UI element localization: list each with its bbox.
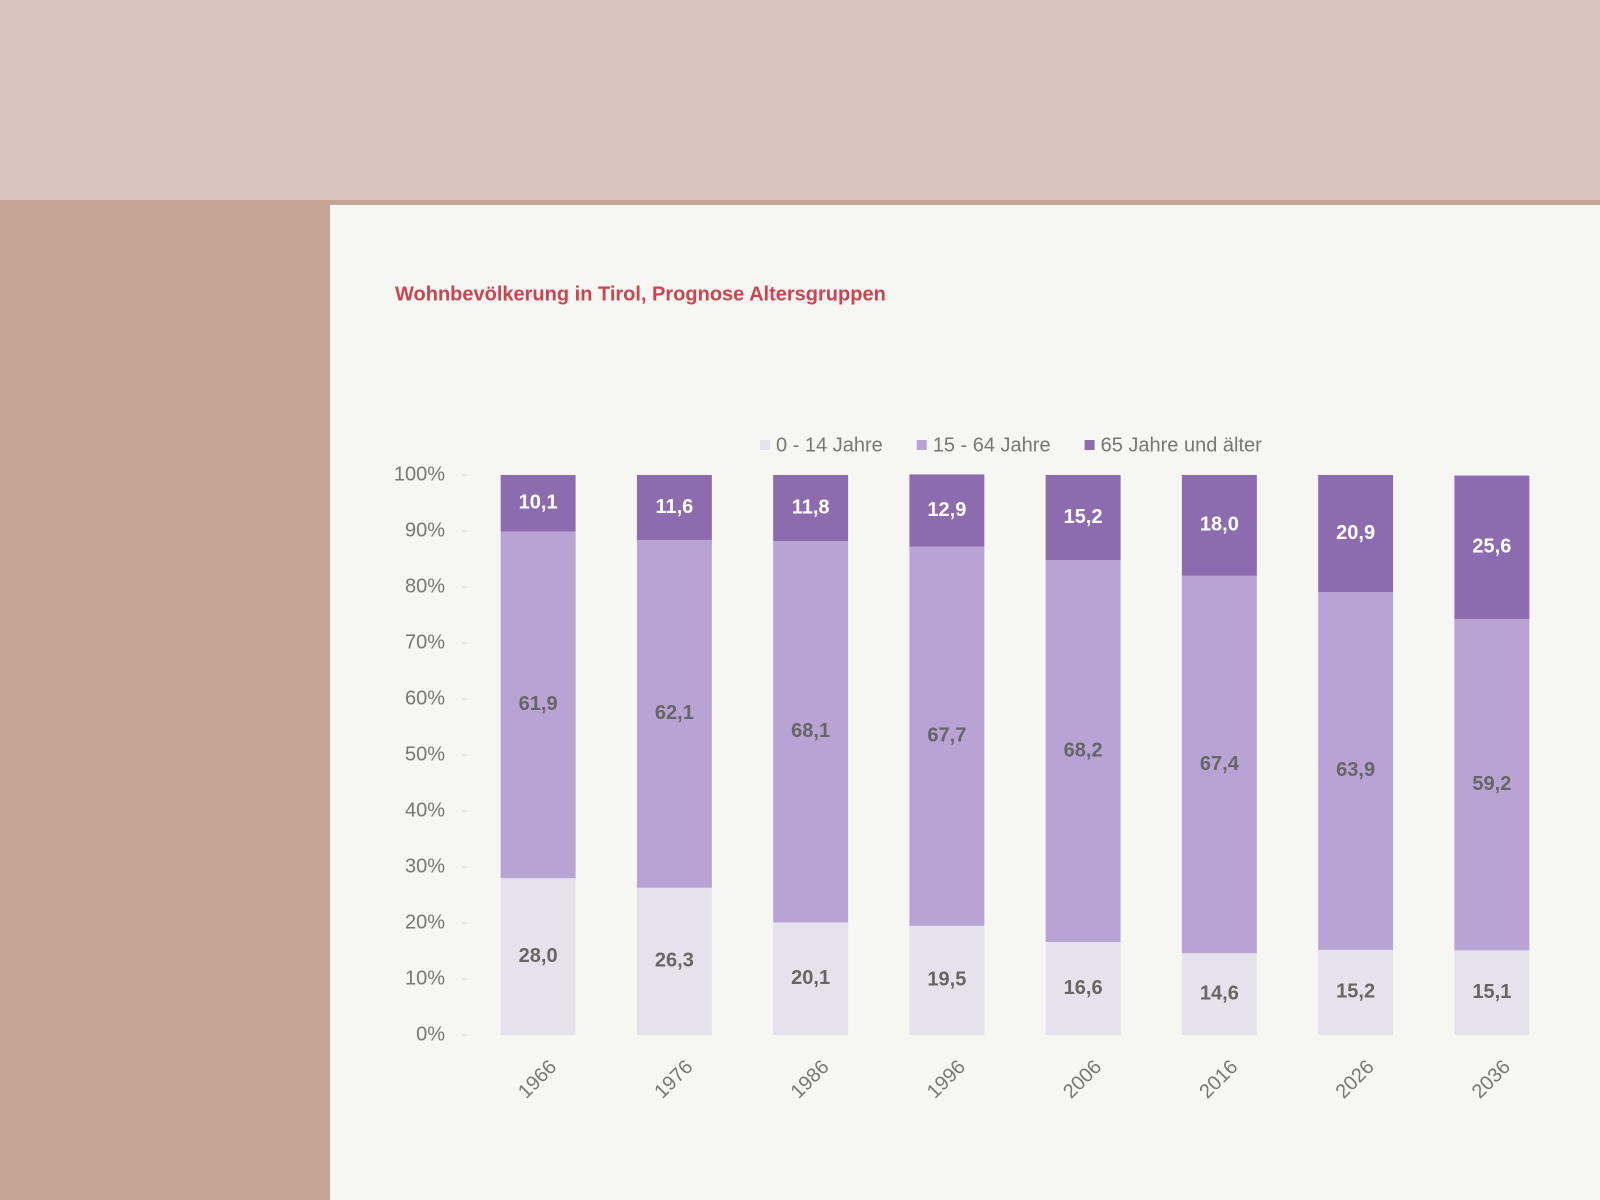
- y-tick-label: 80%: [405, 575, 445, 597]
- data-label: 68,2: [1064, 739, 1103, 761]
- bar-segment: [1454, 475, 1530, 619]
- y-tick-label: 40%: [405, 799, 445, 821]
- bar-segment: [500, 475, 576, 532]
- legend-label: 65 Jahre und älter: [1101, 434, 1263, 456]
- bar-segment: [1045, 942, 1121, 1035]
- bar-segment: [1454, 950, 1530, 1035]
- data-label: 19,5: [927, 969, 966, 991]
- bar-segment: [1181, 953, 1257, 1035]
- bar-segment: [636, 887, 712, 1035]
- y-tick-label: 20%: [405, 911, 445, 933]
- bar-segment: [1318, 949, 1394, 1035]
- bar-segment: [773, 922, 849, 1035]
- data-label: 10,1: [519, 492, 558, 514]
- legend-label: 15 - 64 Jahre: [933, 434, 1051, 456]
- data-label: 12,9: [927, 499, 966, 521]
- data-label: 61,9: [519, 693, 558, 715]
- y-tick-label: 30%: [405, 855, 445, 877]
- y-tick-label: 100%: [394, 463, 445, 485]
- y-tick-label: 60%: [405, 687, 445, 709]
- bar-segment: [773, 541, 849, 923]
- y-tick-label: 50%: [405, 743, 445, 765]
- data-label: 18,0: [1200, 514, 1239, 536]
- data-label: 20,1: [791, 967, 830, 989]
- bar-segment: [1181, 575, 1257, 954]
- data-label: 67,7: [927, 725, 966, 747]
- bar-segment: [909, 474, 985, 547]
- bar-segment: [636, 475, 712, 540]
- data-label: 16,6: [1064, 977, 1103, 999]
- legend-label: 0 - 14 Jahre: [776, 434, 883, 456]
- data-label: 62,1: [655, 702, 694, 724]
- bar-segment: [500, 531, 576, 879]
- bar-segment: [636, 539, 712, 888]
- bar-segment: [1318, 592, 1394, 950]
- chart-title: Wohnbevölkerung in Tirol, Prognose Alter…: [395, 283, 886, 305]
- bar-segment: [1318, 475, 1394, 593]
- data-label: 15,2: [1336, 981, 1375, 1003]
- bar-segment: [773, 475, 849, 542]
- data-label: 28,0: [519, 945, 558, 967]
- y-tick-label: 10%: [405, 967, 445, 989]
- data-label: 15,1: [1472, 981, 1511, 1003]
- y-tick-label: 0%: [416, 1023, 445, 1045]
- bar-segment: [500, 878, 576, 1035]
- bar-segment: [1045, 560, 1121, 943]
- ceiling: [0, 0, 1600, 200]
- data-label: 15,2: [1064, 506, 1103, 528]
- data-label: 11,8: [792, 496, 830, 518]
- data-label: 63,9: [1336, 759, 1375, 781]
- legend-swatch: [760, 440, 770, 450]
- y-tick-label: 90%: [405, 519, 445, 541]
- data-label: 67,4: [1200, 753, 1240, 775]
- bar-segment: [909, 546, 985, 926]
- bar-segment: [1181, 475, 1257, 576]
- legend-swatch: [916, 440, 927, 450]
- data-label: 25,6: [1472, 536, 1511, 558]
- data-label: 14,6: [1200, 982, 1239, 1004]
- bar-segment: [909, 925, 985, 1035]
- data-label: 59,2: [1472, 773, 1511, 795]
- bar-segment: [1045, 475, 1121, 561]
- bar-segment: [1454, 618, 1530, 951]
- data-label: 20,9: [1336, 522, 1375, 544]
- data-label: 68,1: [791, 720, 830, 742]
- y-tick-label: 70%: [405, 631, 445, 653]
- data-label: 11,6: [655, 496, 693, 518]
- legend-swatch: [1084, 440, 1095, 450]
- data-label: 26,3: [655, 950, 694, 972]
